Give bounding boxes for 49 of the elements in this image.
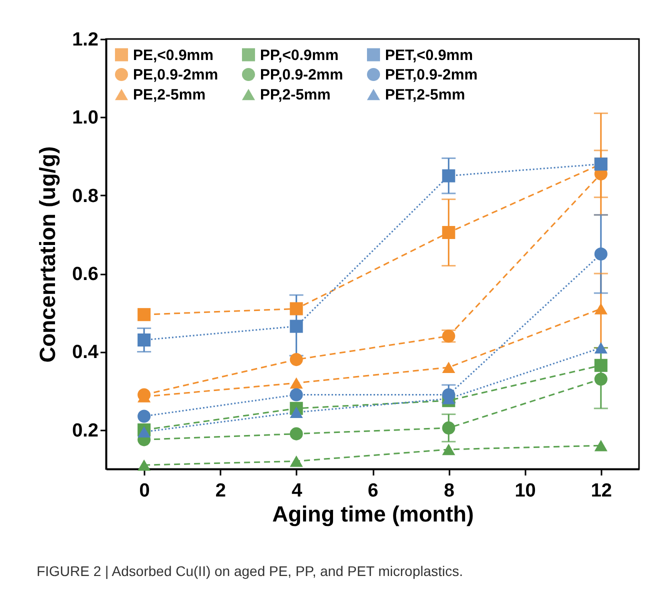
- x-tick-label: 12: [590, 480, 612, 502]
- point: [290, 320, 303, 333]
- point: [594, 440, 608, 452]
- point: [594, 358, 608, 372]
- point: [138, 410, 151, 423]
- legend-label: PP,<0.9mm: [260, 46, 339, 64]
- point: [138, 426, 151, 438]
- legend-label: PET,2-5mm: [385, 86, 466, 104]
- point: [594, 342, 608, 354]
- point: [442, 169, 456, 182]
- legend-label: PET,0.9-2mm: [385, 66, 478, 84]
- y-tick-label: 1.2: [72, 30, 98, 50]
- point: [594, 303, 608, 314]
- y-tick-label: 0.6: [72, 264, 98, 286]
- y-tick-label: 0.4: [72, 342, 99, 364]
- point: [290, 302, 303, 316]
- legend-label: PE,0.9-2mm: [133, 66, 218, 84]
- x-tick-label: 0: [139, 480, 150, 502]
- y-axis-title: Concenrtation (ug/g): [35, 146, 60, 363]
- legend-label: PE,2-5mm: [133, 86, 206, 104]
- y-tick-label: 1.0: [72, 108, 98, 129]
- x-tick-label: 8: [444, 480, 454, 502]
- point: [594, 247, 608, 261]
- x-tick-label: 4: [292, 480, 303, 502]
- point: [290, 456, 303, 467]
- point: [290, 406, 303, 418]
- point: [442, 444, 456, 456]
- caption: FIGURE 2 | Adsorbed Cu(II) on aged PE, PP, and PET microplastics.: [36, 563, 464, 579]
- legend-label: PP,2-5mm: [260, 86, 331, 104]
- x-tick-label: 10: [514, 480, 536, 502]
- x-tick-label: 6: [368, 480, 378, 502]
- legend-label: PET,<0.9mm: [385, 46, 473, 64]
- y-tick-label: 0.2: [72, 420, 98, 442]
- x-tick-label: 2: [215, 480, 226, 502]
- point: [442, 362, 456, 374]
- point: [290, 427, 303, 440]
- point: [138, 459, 151, 471]
- x-axis-title: Aging time (month): [272, 502, 474, 526]
- point: [442, 421, 456, 434]
- legend-label: PP,0.9-2mm: [260, 66, 344, 84]
- legend-label: PE,<0.9mm: [133, 46, 214, 64]
- point: [138, 333, 151, 347]
- point: [594, 372, 608, 386]
- point: [290, 388, 303, 402]
- y-tick-label: 0.8: [72, 186, 98, 207]
- point: [290, 353, 303, 366]
- point: [290, 377, 303, 389]
- point: [442, 226, 456, 240]
- point: [138, 308, 151, 322]
